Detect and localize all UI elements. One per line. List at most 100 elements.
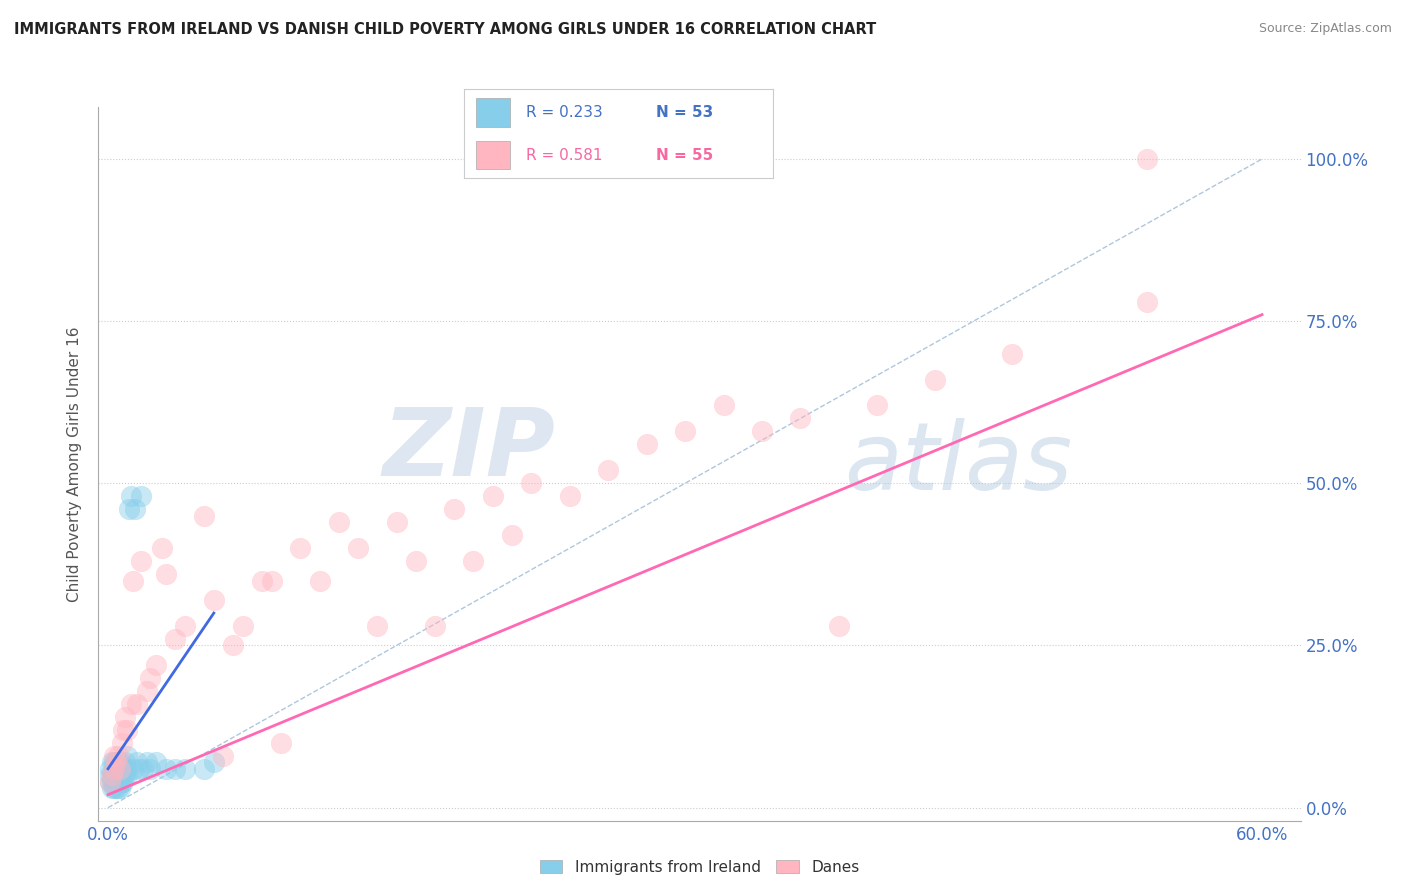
Text: ZIP: ZIP [382, 403, 555, 496]
Point [103, 768, 125, 782]
Point [103, 748, 125, 763]
Point [117, 768, 139, 782]
Point [114, 768, 136, 782]
Point [112, 762, 135, 776]
Point [101, 768, 124, 782]
Point [117, 748, 139, 763]
Point [98, 768, 121, 782]
Text: N = 55: N = 55 [655, 148, 713, 162]
Point [112, 723, 135, 737]
Point [290, 541, 312, 556]
Point [828, 619, 851, 633]
Point [104, 756, 127, 770]
FancyBboxPatch shape [477, 98, 510, 127]
Point [366, 619, 388, 633]
Point [135, 756, 157, 770]
Point [112, 774, 135, 789]
Point [124, 502, 146, 516]
Point [122, 574, 145, 588]
Point [501, 528, 523, 542]
Point [125, 756, 148, 770]
Point [232, 619, 254, 633]
Point [202, 593, 225, 607]
Point [125, 697, 148, 711]
Point [98, 774, 121, 789]
Point [108, 756, 131, 770]
Point [202, 756, 225, 770]
Point [789, 411, 811, 425]
Point [347, 541, 370, 556]
Point [520, 476, 543, 491]
Point [174, 619, 197, 633]
Point [108, 768, 131, 782]
Point [118, 502, 141, 516]
Point [101, 781, 124, 796]
Text: R = 0.581: R = 0.581 [526, 148, 602, 162]
Point [385, 515, 408, 529]
Point [423, 619, 446, 633]
Text: atlas: atlas [844, 418, 1071, 509]
Point [129, 554, 152, 568]
Point [107, 774, 129, 789]
Point [108, 762, 131, 776]
Point [129, 489, 152, 503]
Point [131, 762, 153, 776]
Point [193, 762, 215, 776]
Point [713, 399, 735, 413]
Point [924, 372, 946, 386]
Point [165, 632, 187, 646]
Point [1136, 152, 1159, 166]
Point [174, 762, 197, 776]
Point [1136, 294, 1159, 309]
Point [104, 774, 127, 789]
Point [308, 574, 330, 588]
Point [481, 489, 503, 503]
Y-axis label: Child Poverty Among Girls Under 16: Child Poverty Among Girls Under 16 [67, 326, 83, 601]
Point [145, 657, 167, 672]
Point [155, 762, 177, 776]
Point [193, 508, 215, 523]
Point [101, 774, 124, 789]
Point [636, 437, 658, 451]
Point [405, 554, 427, 568]
Point [128, 762, 150, 776]
Point [866, 399, 889, 413]
Legend: Immigrants from Ireland, Danes: Immigrants from Ireland, Danes [533, 854, 866, 880]
Point [250, 574, 273, 588]
Point [107, 768, 129, 782]
Point [117, 762, 139, 776]
Point [139, 762, 162, 776]
Point [103, 756, 125, 770]
Point [165, 762, 187, 776]
Point [107, 748, 129, 763]
Point [122, 762, 145, 776]
Point [443, 502, 465, 516]
Point [114, 762, 136, 776]
Point [117, 723, 139, 737]
Point [114, 710, 136, 724]
Point [98, 774, 121, 789]
Point [103, 762, 125, 776]
Point [212, 748, 235, 763]
Point [145, 756, 167, 770]
Point [104, 756, 127, 770]
Point [222, 639, 245, 653]
FancyBboxPatch shape [477, 141, 510, 169]
Point [108, 774, 131, 789]
Point [107, 781, 129, 796]
Point [104, 768, 127, 782]
Point [103, 781, 125, 796]
Point [1001, 346, 1024, 360]
Text: R = 0.233: R = 0.233 [526, 105, 603, 120]
Point [101, 768, 124, 782]
Text: IMMIGRANTS FROM IRELAND VS DANISH CHILD POVERTY AMONG GIRLS UNDER 16 CORRELATION: IMMIGRANTS FROM IRELAND VS DANISH CHILD … [14, 22, 876, 37]
Point [270, 736, 292, 750]
Point [110, 736, 132, 750]
Point [103, 774, 125, 789]
Point [150, 541, 173, 556]
Point [112, 768, 135, 782]
Text: N = 53: N = 53 [655, 105, 713, 120]
Point [120, 697, 142, 711]
Point [463, 554, 485, 568]
Point [673, 425, 696, 439]
